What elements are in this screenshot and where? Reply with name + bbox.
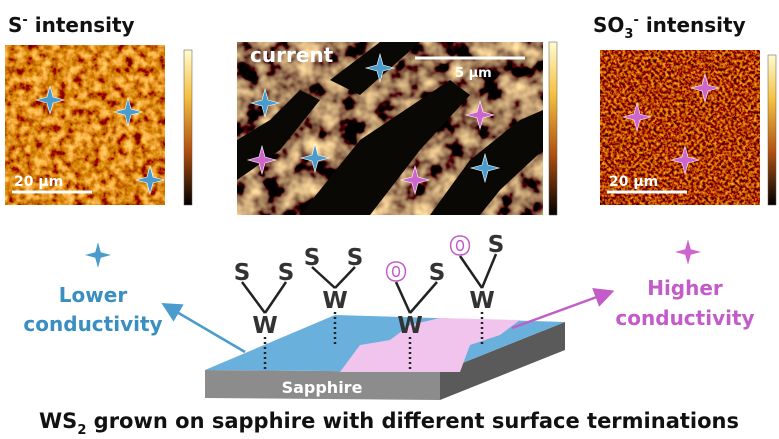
atom-label: S (304, 245, 321, 271)
atom-label: S (488, 232, 505, 258)
substrate-label: Sapphire (282, 378, 363, 397)
panel-title: current (250, 43, 334, 67)
atom-label: S (278, 260, 295, 286)
caption: WS2 grown on sapphire with different sur… (39, 409, 739, 438)
figure: S- intensity 20 μm current 5 μm SO3- int… (0, 0, 779, 439)
bond (242, 282, 265, 313)
scale-label: 20 μm (14, 174, 63, 190)
atom-label: W (397, 313, 422, 339)
atom-label: S (234, 260, 251, 286)
legend-higher: conductivity (615, 306, 754, 330)
colorbar (549, 42, 557, 215)
bond (410, 282, 437, 313)
bond (396, 282, 410, 313)
legend-lower: Lower (59, 283, 128, 307)
scale-label: 5 μm (455, 66, 492, 81)
atom-label: S (429, 260, 446, 286)
atom-label: W (469, 288, 494, 314)
colorbar (768, 55, 776, 205)
colorbar (184, 50, 192, 205)
atom-label: O (386, 260, 406, 286)
atom-label: W (322, 288, 347, 314)
atom-label: W (252, 313, 277, 339)
bond (482, 254, 496, 288)
legend-higher: Higher (647, 276, 723, 300)
panel-title: SO3- intensity (593, 13, 746, 42)
bond (460, 256, 482, 288)
panel-title: S- intensity (8, 13, 135, 37)
legend-lower: conductivity (23, 312, 162, 336)
scale-label: 20 μm (609, 174, 658, 190)
bond (265, 282, 286, 313)
atom-label: O (450, 234, 470, 260)
atom-label: S (347, 245, 364, 271)
arrow-lower (170, 308, 245, 352)
